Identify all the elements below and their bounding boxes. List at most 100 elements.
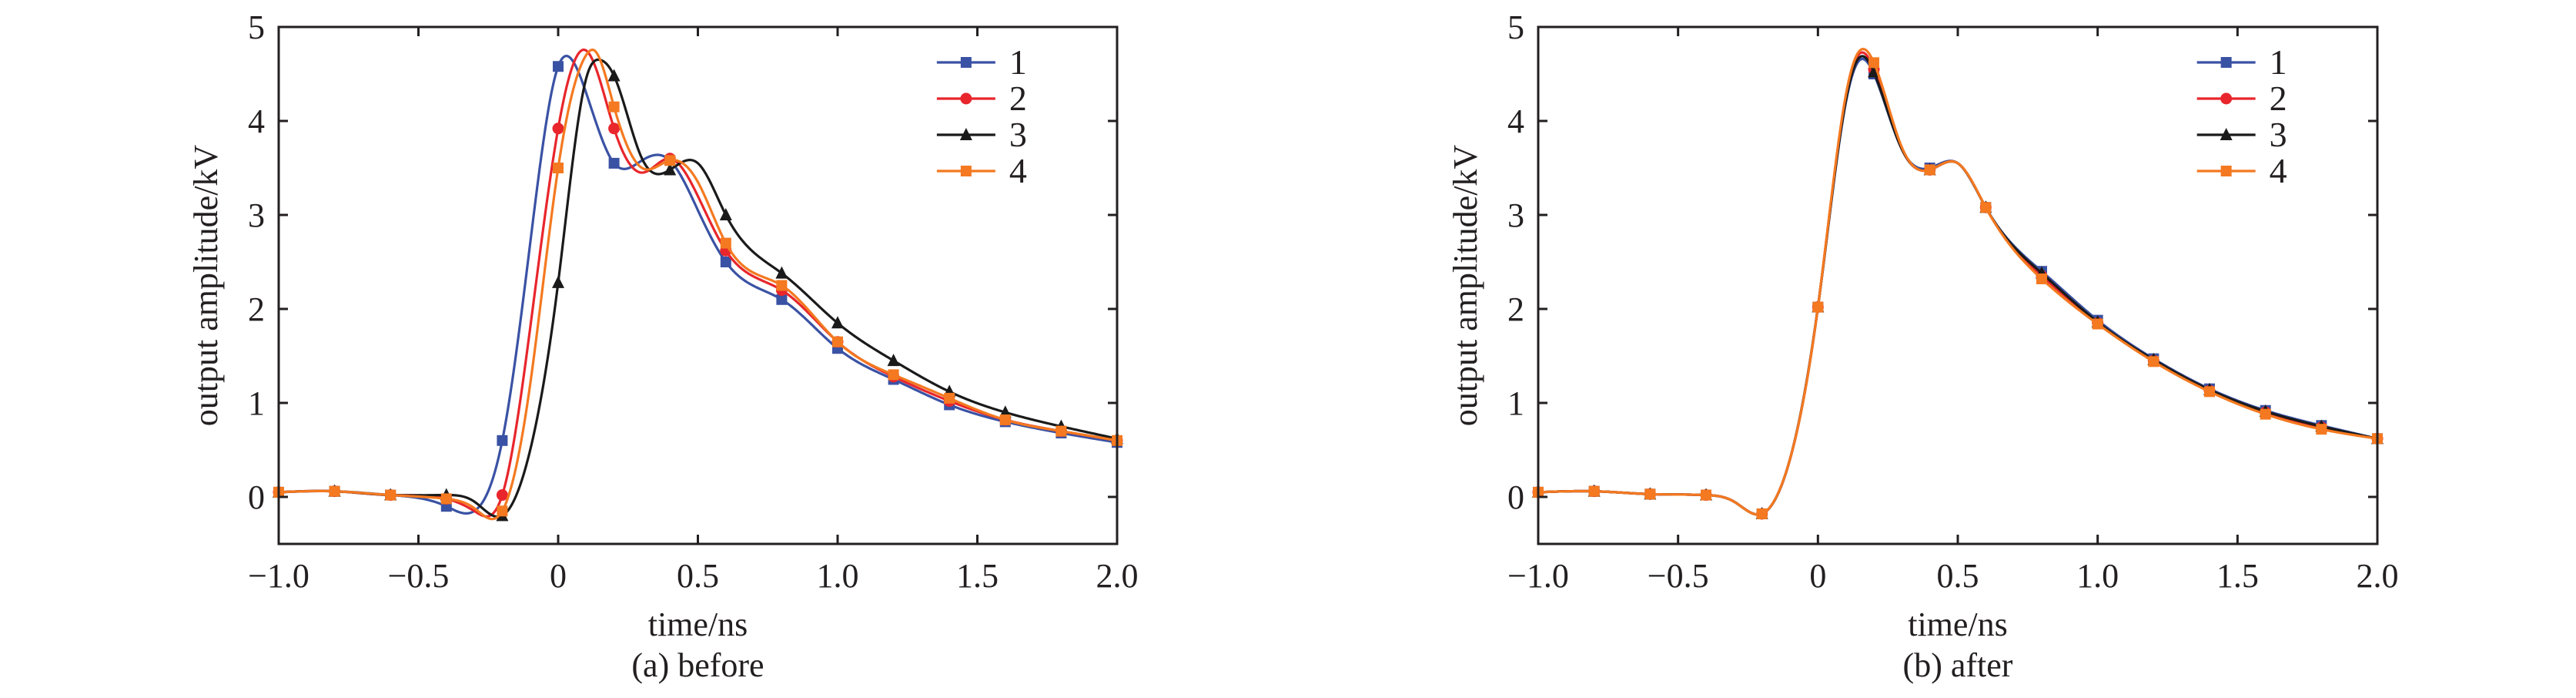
data-point-series-3 [607, 69, 621, 82]
data-point-series-4 [944, 392, 955, 404]
data-point-series-1 [776, 294, 788, 305]
legend-label-1: 1 [2270, 42, 2287, 82]
y-tick-label: 3 [1507, 196, 1524, 234]
data-point-series-4 [1588, 485, 1600, 497]
data-point-series-4 [1055, 425, 1067, 437]
data-point-series-4 [1701, 489, 1711, 501]
data-point-series-4 [608, 101, 620, 112]
y-tick-label: 2 [1507, 290, 1524, 328]
series-group [273, 48, 1123, 522]
series-line-3 [1537, 55, 2379, 516]
data-point-series-4 [2036, 273, 2047, 284]
y-tick-label: 1 [1507, 384, 1524, 422]
x-tick-label: 0 [550, 557, 567, 595]
y-tick-label: 2 [248, 290, 265, 328]
x-tick-label: 1.0 [2076, 557, 2119, 595]
data-point-series-4 [888, 369, 899, 381]
chart-caption: (a) before [631, 646, 764, 684]
data-point-series-4 [497, 505, 508, 517]
legend-marker-4 [2220, 166, 2232, 176]
legend-label-1: 1 [1009, 42, 1027, 82]
plot-frame [277, 25, 1119, 545]
legend-marker-4 [960, 166, 972, 176]
y-tick-label: 3 [248, 196, 265, 234]
data-point-series-4 [1756, 508, 1768, 519]
data-point-series-3 [719, 208, 732, 220]
data-point-series-4 [1868, 57, 1879, 69]
y-tick-label: 4 [248, 102, 265, 140]
series-line-1 [1537, 57, 2379, 516]
data-point-series-4 [385, 489, 396, 501]
data-point-series-4 [2092, 318, 2103, 330]
data-point-series-4 [720, 237, 731, 249]
x-tick-label: 1.5 [2216, 557, 2259, 595]
data-point-series-4 [2148, 356, 2159, 367]
x-tick-label: −0.5 [388, 557, 450, 595]
data-point-series-4 [999, 414, 1011, 425]
y-tick-label: 5 [1507, 8, 1524, 46]
data-point-series-4 [440, 493, 452, 505]
data-point-series-4 [329, 485, 340, 497]
chart-caption: (b) after [1903, 646, 2013, 684]
x-tick-label: 0 [1809, 557, 1826, 595]
x-tick-label: 2.0 [2357, 557, 2399, 595]
series-line-2 [1537, 51, 2379, 516]
data-point-series-3 [1868, 65, 1880, 78]
legend-marker-1 [2220, 57, 2232, 68]
y-tick-label: 1 [248, 384, 265, 422]
legend-label-4: 4 [1009, 151, 1027, 190]
legend-label-3: 3 [1009, 115, 1027, 154]
x-tick-label: 1.5 [956, 557, 999, 595]
data-point-series-4 [664, 155, 676, 166]
data-point-series-1 [608, 157, 620, 169]
legend-marker-2 [960, 92, 972, 105]
x-tick-label: −0.5 [1648, 557, 1709, 595]
data-point-series-4 [1980, 202, 1992, 213]
plot-frame [1537, 25, 2379, 545]
series-line-4 [277, 49, 1119, 521]
legend-label-2: 2 [1009, 79, 1027, 118]
series-line-1 [277, 54, 1119, 515]
data-point-series-4 [553, 163, 564, 173]
x-tick-label: −1.0 [1507, 557, 1569, 595]
y-tick-label: 5 [248, 8, 265, 46]
y-tick-label: 0 [248, 478, 265, 516]
x-tick-label: −1.0 [248, 557, 309, 595]
legend-label-3: 3 [2270, 115, 2287, 154]
y-tick-label: 4 [1507, 102, 1524, 140]
data-point-series-3 [831, 316, 844, 329]
data-point-series-2 [608, 122, 621, 135]
x-axis-title: time/ns [648, 606, 748, 643]
legend-marker-3 [2220, 128, 2233, 140]
legend-marker-3 [959, 128, 972, 140]
y-tick-label: 0 [1507, 478, 1524, 516]
x-tick-label: 1.0 [817, 557, 859, 595]
chart-panel-after: (b) after −1.0 −0.5 0 0.5 1.0 1.5 2.0012345tim… [1447, 8, 2399, 684]
series-group [1532, 48, 2384, 520]
x-tick-label: 0.5 [677, 557, 719, 595]
data-point-series-4 [2260, 408, 2271, 420]
data-point-series-4 [1644, 488, 1656, 500]
x-tick-label: 2.0 [1096, 557, 1139, 595]
data-point-series-1 [553, 61, 564, 72]
legend-marker-2 [2220, 92, 2233, 105]
data-point-series-3 [775, 266, 788, 279]
data-point-series-3 [552, 275, 564, 288]
series-line-4 [1537, 48, 2379, 516]
data-point-series-2 [496, 489, 508, 502]
x-tick-label: 0.5 [1937, 557, 1979, 595]
data-point-series-4 [832, 336, 843, 347]
data-point-series-1 [497, 435, 508, 446]
data-point-series-2 [552, 122, 564, 135]
data-point-series-4 [1812, 301, 1824, 313]
chart-panel-before: (a) before −1.0 −0.5 0 0.5 1.0 1.5 2.0012345ti… [187, 8, 1139, 684]
data-point-series-3 [887, 354, 900, 367]
legend-marker-1 [960, 57, 972, 68]
data-point-series-4 [2316, 424, 2327, 435]
data-point-series-4 [2204, 386, 2215, 398]
x-axis-title: time/ns [1908, 606, 2008, 643]
legend-label-4: 4 [2270, 151, 2287, 190]
